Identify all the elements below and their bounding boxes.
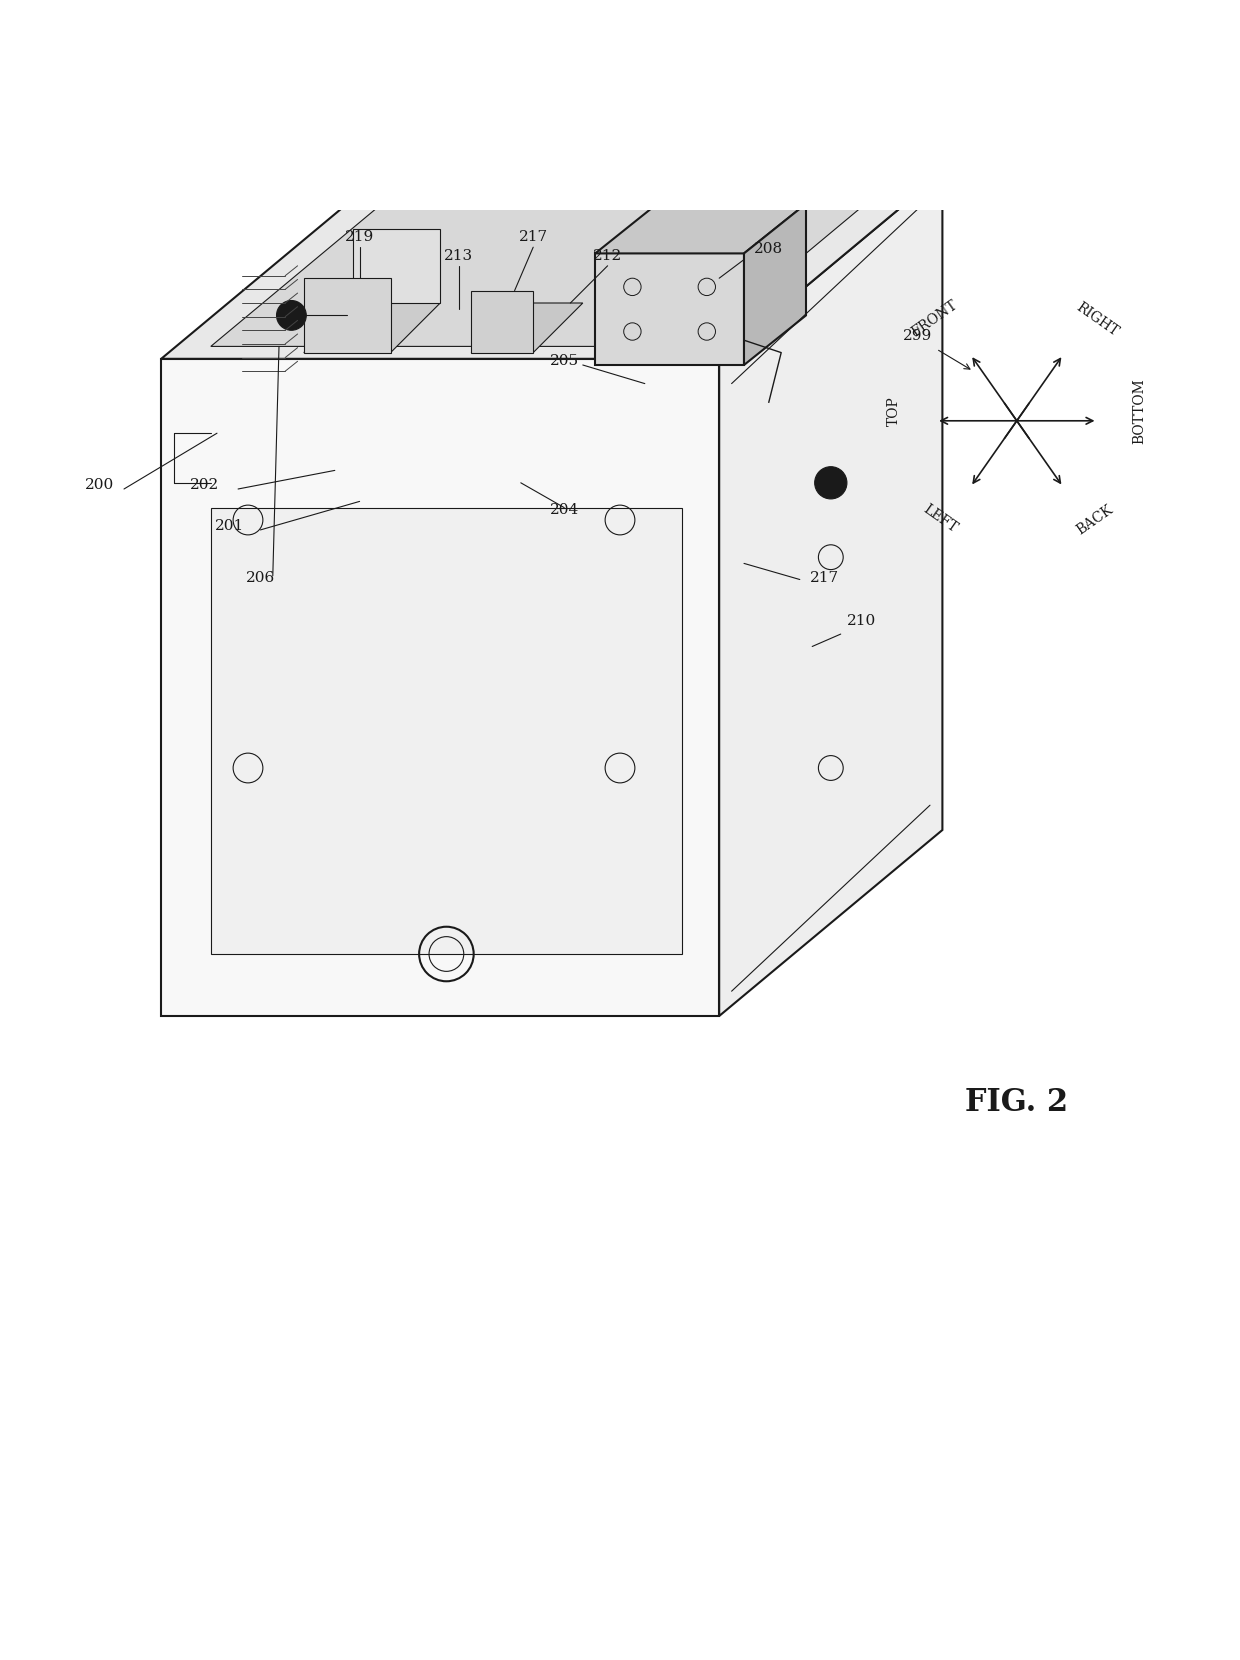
Text: 201: 201 xyxy=(215,520,244,533)
Polygon shape xyxy=(211,508,682,954)
Polygon shape xyxy=(595,254,744,365)
Text: 213: 213 xyxy=(444,249,474,262)
Polygon shape xyxy=(304,279,391,352)
Polygon shape xyxy=(161,173,942,359)
Text: BACK: BACK xyxy=(1074,501,1116,538)
Polygon shape xyxy=(471,290,533,352)
Text: 208: 208 xyxy=(754,242,784,256)
Text: 212: 212 xyxy=(593,249,622,262)
Text: 202: 202 xyxy=(190,478,219,491)
Text: 206: 206 xyxy=(246,571,275,584)
Polygon shape xyxy=(304,304,440,352)
Text: 200: 200 xyxy=(84,478,114,491)
Text: TOP: TOP xyxy=(887,397,900,425)
Text: 205: 205 xyxy=(549,354,579,369)
Text: RIGHT: RIGHT xyxy=(1074,300,1121,340)
Polygon shape xyxy=(744,204,806,365)
Text: 210: 210 xyxy=(847,614,877,629)
Circle shape xyxy=(815,466,847,500)
Text: 219: 219 xyxy=(345,231,374,244)
Text: FRONT: FRONT xyxy=(909,297,960,340)
Polygon shape xyxy=(211,188,884,347)
Text: 204: 204 xyxy=(549,503,579,516)
Text: 217: 217 xyxy=(518,231,548,244)
Text: 217: 217 xyxy=(810,571,839,584)
Polygon shape xyxy=(161,359,719,1016)
Circle shape xyxy=(277,300,306,330)
Text: 299: 299 xyxy=(903,329,932,344)
Text: LEFT: LEFT xyxy=(920,501,960,536)
Polygon shape xyxy=(595,204,806,254)
Polygon shape xyxy=(471,304,583,352)
Polygon shape xyxy=(353,229,440,304)
Text: BOTTOM: BOTTOM xyxy=(1133,378,1147,443)
Polygon shape xyxy=(719,173,942,1016)
Text: FIG. 2: FIG. 2 xyxy=(965,1087,1069,1119)
